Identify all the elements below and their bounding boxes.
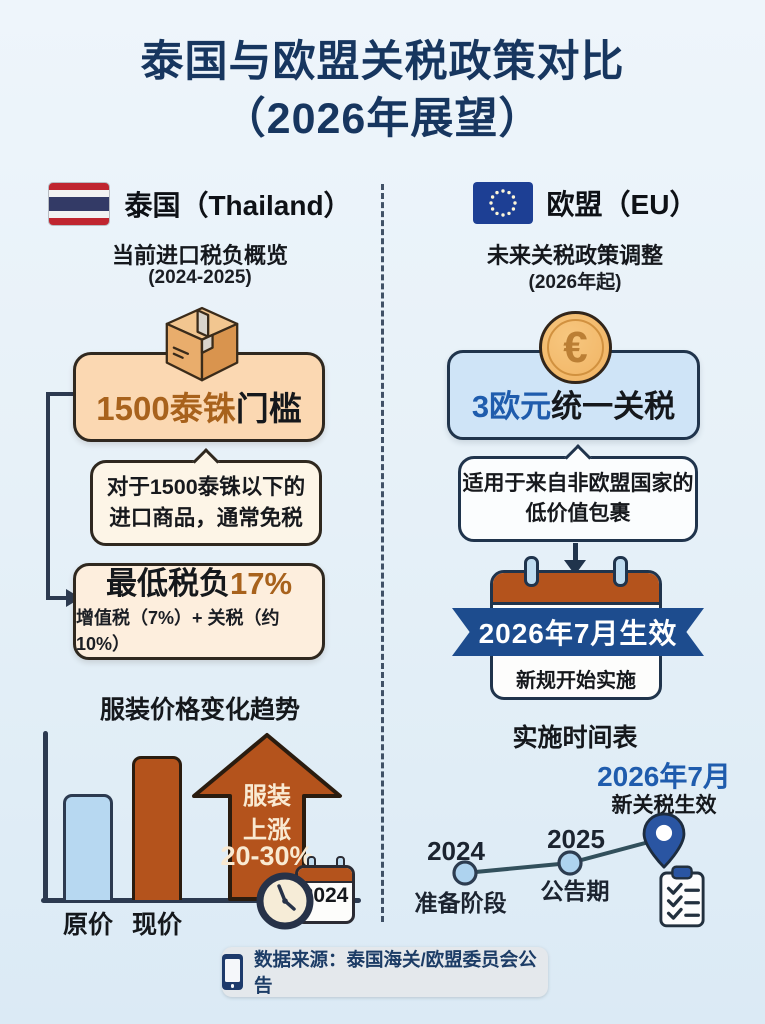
page-title: 泰国与欧盟关税政策对比 （2026年展望）: [0, 34, 765, 148]
timeline-year-2025: 2025: [547, 824, 605, 854]
euro-coin-icon: €: [539, 311, 612, 384]
mini-calendar-header: [298, 868, 352, 883]
bar-label-original: 原价: [62, 911, 113, 939]
timeline-stage-preparation: 准备阶段: [414, 890, 507, 916]
tax-detail: 增值税（7%）+ 关税（约10%）: [76, 608, 280, 655]
bar-label-current: 现价: [131, 911, 182, 939]
effective-date-banner: 2026年7月生效: [452, 608, 704, 656]
banner-note: 新规开始实施: [516, 670, 636, 692]
checklist-clipboard-icon: [659, 865, 705, 928]
down-arrow-icon: [573, 543, 578, 563]
year-2024-calendar: 2024: [255, 856, 391, 944]
connector-line: [46, 392, 75, 600]
package-box-icon: [165, 306, 239, 382]
clock-icon: [256, 872, 314, 930]
phone-icon: [222, 954, 243, 990]
bar-current-price: [132, 756, 182, 900]
arrow-text-line2: 上涨: [243, 817, 291, 844]
calendar-ring-icon: [524, 556, 539, 587]
data-source-text: 数据来源：泰国海关/欧盟委员会公告: [254, 949, 537, 996]
bubble-tail: [564, 444, 592, 471]
eu-header-label: 欧盟（EU）: [546, 189, 698, 220]
eu-flag-icon: [472, 182, 533, 224]
euro-symbol: €: [563, 322, 588, 372]
arrow-text-line1: 服装: [243, 783, 291, 810]
timeline-title: 实施时间表: [512, 724, 638, 752]
tariff-value: 3欧元: [471, 389, 552, 424]
location-pin-icon: [642, 812, 686, 869]
tariff-note-line2: 低价值包裹: [525, 502, 631, 525]
thailand-period: (2024-2025): [148, 267, 252, 288]
thailand-header: 泰国（Thailand）: [35, 182, 365, 226]
threshold-note-line2: 进口商品，通常免税: [109, 506, 303, 530]
threshold-value: 1500泰铢: [96, 390, 236, 427]
thailand-header-label: 泰国（Thailand）: [124, 190, 352, 221]
eu-subtitle: 未来关税政策调整: [486, 243, 663, 268]
bar-original-price: [63, 794, 113, 900]
threshold-note-line1: 对于1500泰铢以下的: [106, 474, 306, 499]
title-line2: （2026年展望）: [222, 94, 543, 143]
thailand-flag-icon: [48, 182, 111, 226]
threshold-text: 1500泰铢门槛: [96, 390, 302, 427]
calendar-ring-icon: [613, 556, 628, 587]
tariff-note-line1: 适用于来自非欧盟国家的: [462, 471, 694, 495]
title-line1: 泰国与欧盟关税政策对比: [140, 38, 625, 86]
data-source: 数据来源：泰国海关/欧盟委员会公告: [222, 947, 548, 997]
tax-value: 17%: [229, 565, 293, 601]
y-axis: [43, 731, 48, 903]
implementation-timeline: 2024 准备阶段 2025 公告期 2026年7月 新关税生效: [395, 750, 765, 950]
timeline-year-2026: 2026年7月: [597, 761, 731, 792]
eu-header: 欧盟（EU）: [420, 182, 750, 224]
calendar-header: [493, 573, 659, 605]
timeline-line: [452, 840, 650, 886]
tax-headline: 最低税负17%: [105, 565, 293, 601]
tax-box: 最低税负17% 增值税（7%）+ 关税（约10%）: [73, 563, 325, 660]
timeline-stage-announcement: 公告期: [540, 878, 610, 904]
threshold-note-bubble: 对于1500泰铢以下的 进口商品，通常免税: [90, 448, 322, 546]
tariff-text: 3欧元统一关税: [471, 389, 676, 424]
eu-period: (2026年起): [528, 272, 622, 293]
column-divider: [381, 184, 384, 922]
tariff-note-bubble: 适用于来自非欧盟国家的 低价值包裹: [458, 444, 698, 542]
timeline-year-2024: 2024: [427, 836, 485, 866]
chart-title: 服装价格变化趋势: [99, 696, 300, 724]
timeline-stage-effective: 新关税生效: [611, 794, 717, 817]
thailand-subtitle: 当前进口税负概览: [111, 243, 288, 268]
x-axis: [41, 898, 361, 903]
price-bar-chart: 服装 上涨 20-30% 原价 现价 2024: [35, 728, 365, 946]
